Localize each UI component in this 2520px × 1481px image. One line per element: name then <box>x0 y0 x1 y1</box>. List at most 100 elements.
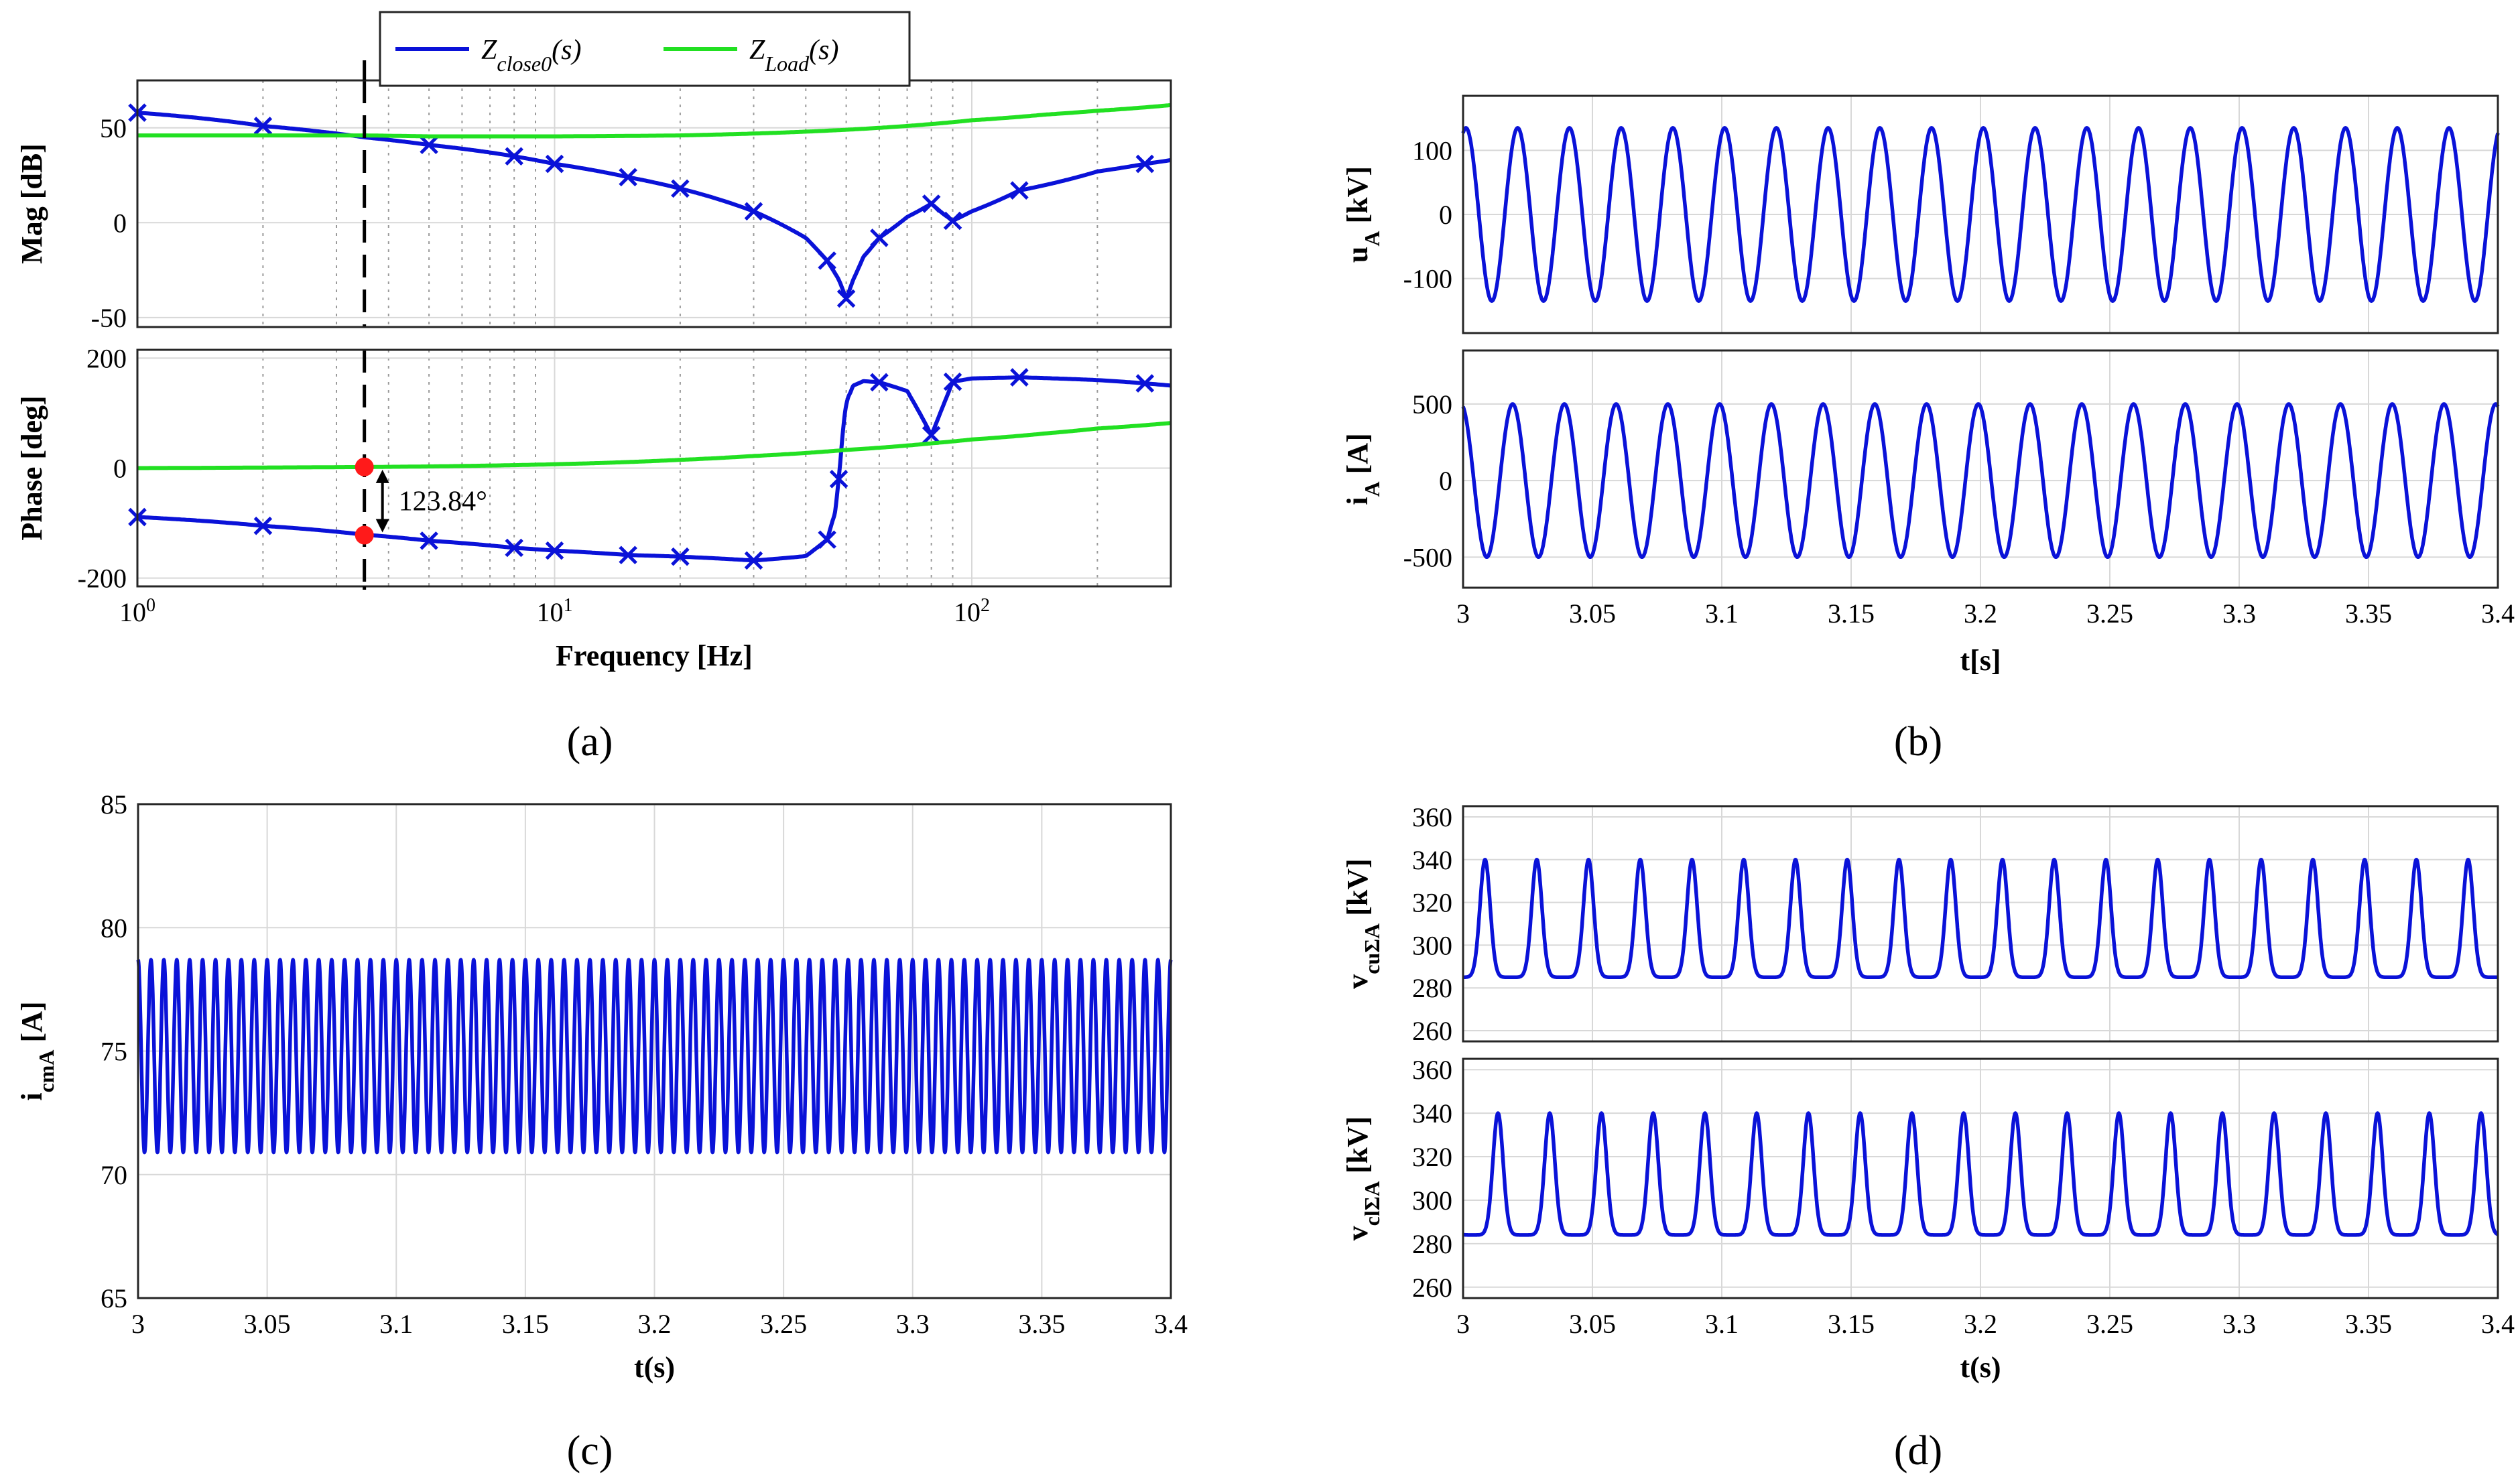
y-tick-label: 70 <box>101 1160 127 1190</box>
x-tick-label: 3.4 <box>1154 1309 1188 1339</box>
data-marker <box>545 154 564 174</box>
bode-phase-axes: -200 0 200 Phase [deg] <box>15 343 1172 594</box>
data-marker <box>870 373 889 392</box>
y-tick-label: 100 <box>1412 135 1452 166</box>
x-tick-label: 3.15 <box>502 1309 549 1339</box>
axes-box <box>137 803 1172 1299</box>
y-tick-label: 260 <box>1412 1016 1452 1046</box>
data-marker <box>253 516 273 535</box>
panel-d-subplot-2: 260 280 300 320 340 360 3 3.05 3.1 3.15 3.2 3.25 3.3… <box>1412 1055 2515 1339</box>
y-axis-label: vcuΣA [kV] <box>1341 858 1384 989</box>
y-tick-label: 300 <box>1412 1185 1452 1216</box>
x-tick-label: 3.25 <box>2086 1309 2133 1339</box>
legend-label: Zclose0(s) <box>481 35 581 76</box>
y-axis-label: uA [kV] <box>1341 166 1384 263</box>
axes-box <box>1462 349 2499 589</box>
data-marker <box>671 179 690 198</box>
x-tick-label: 3.05 <box>1569 1309 1616 1339</box>
y-tick-label: 500 <box>1412 389 1452 420</box>
x-tick-label: 3.35 <box>1018 1309 1065 1339</box>
x-tick-label: 3.2 <box>1964 598 1997 629</box>
legend-label: ZLoad(s) <box>749 35 838 76</box>
x-tick-label: 3.05 <box>244 1309 291 1339</box>
y-tick-label: 280 <box>1412 973 1452 1003</box>
x-tick-label: 102 <box>954 595 990 628</box>
panel-d-subplot-1: 260 280 300 320 340 360 <box>1412 802 2500 1046</box>
axes-box <box>136 348 1172 588</box>
y-tick-label: 260 <box>1412 1273 1452 1303</box>
y-tick-label: 340 <box>1412 1098 1452 1129</box>
y-axis-label: icmA [A] <box>15 1001 58 1100</box>
waveform <box>1461 858 2500 980</box>
x-tick-label: 3.2 <box>1964 1309 1997 1339</box>
y-tick-label: 65 <box>101 1283 127 1313</box>
series-phase-zload <box>137 421 1172 470</box>
data-marker <box>744 202 763 221</box>
x-tick-label: 3.15 <box>1828 1309 1875 1339</box>
data-marker <box>818 251 836 270</box>
x-tick-label: 3.1 <box>1705 598 1739 629</box>
caption-c: (c) <box>567 1428 613 1474</box>
y-tick-label: 360 <box>1412 802 1452 832</box>
x-tick-label: 3.1 <box>379 1309 413 1339</box>
x-tick-label: 100 <box>119 595 155 628</box>
y-tick-label: 0 <box>1439 200 1452 230</box>
y-tick-label: 320 <box>1412 1142 1452 1172</box>
x-tick-label: 3.25 <box>760 1309 807 1339</box>
panel-b-subplot-2: -500 0 500 3 3.05 3.1 3.15 3.2 3.25 3.3 3.35 3.4 <box>1403 349 2515 629</box>
y-tick-label: 320 <box>1412 888 1452 918</box>
x-tick-label: 3.3 <box>2222 1309 2256 1339</box>
y-axis-label: vclΣA [kV] <box>1341 1116 1384 1241</box>
y-tick-label: 280 <box>1412 1229 1452 1259</box>
x-tick-label: 3.35 <box>2345 1309 2392 1339</box>
y-tick-label: -100 <box>1403 264 1452 294</box>
y-tick-label: 75 <box>101 1037 127 1067</box>
series-phase-zclose0 <box>137 375 1172 563</box>
x-tick-label: 3.4 <box>2481 598 2515 629</box>
x-tick-label: 3.3 <box>2222 598 2256 629</box>
y-tick-label: -500 <box>1403 542 1452 572</box>
legend-entry: Zclose0(s) <box>395 35 581 76</box>
data-marker <box>836 289 856 308</box>
x-tick-label: 3.35 <box>2345 598 2392 629</box>
data-marker <box>922 194 941 213</box>
data-marker <box>671 547 690 566</box>
data-marker <box>818 530 836 549</box>
data-marker <box>1135 374 1155 393</box>
data-marker <box>619 545 637 564</box>
grid <box>1463 1059 2498 1298</box>
y-tick-label: 360 <box>1412 1055 1452 1085</box>
y-tick-label: 300 <box>1412 930 1452 960</box>
waveform <box>1461 126 2500 303</box>
axes-bg <box>137 80 1171 327</box>
y-tick-label: 80 <box>101 913 127 943</box>
series-mag-zclose0 <box>137 111 1172 299</box>
x-tick-label: 3.25 <box>2086 598 2133 629</box>
x-tick-label: 3.05 <box>1569 598 1616 629</box>
x-tick-label: 3.3 <box>896 1309 930 1339</box>
y-axis-label: Mag [dB] <box>15 143 48 264</box>
caption-b: (b) <box>1894 719 1942 765</box>
x-axis-label: t[s] <box>1960 644 2001 677</box>
data-marker <box>505 147 523 166</box>
data-marker <box>943 211 962 231</box>
y-tick-label: 0 <box>113 208 127 238</box>
caption-d: (d) <box>1894 1428 1942 1474</box>
x-tick-label: 3 <box>1456 598 1470 629</box>
arrow-head-down <box>375 519 389 533</box>
data-marker <box>829 470 848 489</box>
waveform <box>1461 1111 2500 1237</box>
data-marker <box>1010 368 1029 387</box>
x-axis-label: Frequency [Hz] <box>556 639 753 672</box>
y-axis-label: Phase [deg] <box>15 395 48 540</box>
data-marker <box>1135 154 1155 174</box>
caption-a: (a) <box>567 719 613 765</box>
x-tick-label: 3.15 <box>1828 598 1875 629</box>
legend: Zclose0(s) ZLoad(s) <box>379 11 911 87</box>
bode-mag-axes: -50 0 50 Mag [dB] <box>15 79 1172 333</box>
y-tick-label: 0 <box>113 454 127 484</box>
red-point-zclose0 <box>355 525 374 545</box>
data-marker <box>253 117 273 135</box>
data-marker <box>420 135 438 155</box>
